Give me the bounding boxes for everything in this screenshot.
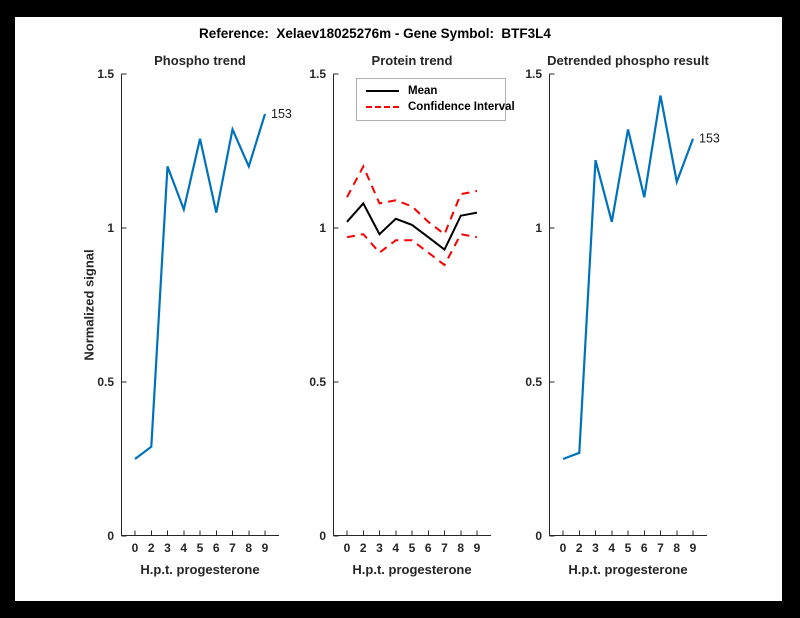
svg-text:6: 6 bbox=[425, 541, 432, 555]
svg-text:8: 8 bbox=[245, 541, 252, 555]
svg-text:4: 4 bbox=[608, 541, 615, 555]
svg-text:0: 0 bbox=[344, 541, 351, 555]
detrended-phospho-xlabel: H.p.t. progesterone bbox=[568, 562, 688, 577]
protein-trend-xlabel: H.p.t. progesterone bbox=[352, 562, 472, 577]
detrended-phospho-title: Detrended phospho result bbox=[547, 53, 709, 68]
svg-text:9: 9 bbox=[690, 541, 697, 555]
svg-text:3: 3 bbox=[376, 541, 383, 555]
svg-text:3: 3 bbox=[164, 541, 171, 555]
svg-text:153: 153 bbox=[271, 107, 292, 121]
svg-text:5: 5 bbox=[197, 541, 204, 555]
mean-line-sample bbox=[366, 90, 399, 92]
svg-text:0.5: 0.5 bbox=[97, 375, 114, 389]
svg-text:153: 153 bbox=[699, 132, 720, 146]
figure-title: Reference: Xelaev18025276m - Gene Symbol… bbox=[199, 26, 551, 41]
phospho-trend-title: Phospho trend bbox=[154, 53, 246, 68]
legend-label-mean: Mean bbox=[408, 85, 438, 97]
legend-item-mean: Mean bbox=[366, 83, 497, 99]
svg-text:0: 0 bbox=[535, 529, 542, 543]
svg-text:0: 0 bbox=[319, 529, 326, 543]
figure-canvas: Reference: Xelaev18025276m - Gene Symbol… bbox=[15, 17, 782, 601]
svg-text:8: 8 bbox=[673, 541, 680, 555]
svg-text:1: 1 bbox=[535, 221, 542, 235]
svg-text:2: 2 bbox=[148, 541, 155, 555]
svg-text:7: 7 bbox=[229, 541, 236, 555]
svg-text:0: 0 bbox=[132, 541, 139, 555]
svg-text:6: 6 bbox=[641, 541, 648, 555]
svg-text:3: 3 bbox=[592, 541, 599, 555]
svg-text:1.5: 1.5 bbox=[525, 67, 542, 81]
svg-text:0: 0 bbox=[107, 529, 114, 543]
svg-text:1.5: 1.5 bbox=[97, 67, 114, 81]
svg-text:7: 7 bbox=[657, 541, 664, 555]
legend-item-confidence-interval: Confidence Interval bbox=[366, 99, 515, 115]
confidence-interval-line-sample bbox=[366, 106, 399, 108]
svg-text:4: 4 bbox=[180, 541, 187, 555]
svg-text:9: 9 bbox=[262, 541, 269, 555]
svg-text:0.5: 0.5 bbox=[525, 375, 542, 389]
legend-label-confidence-interval: Confidence Interval bbox=[408, 101, 515, 113]
svg-text:1.5: 1.5 bbox=[309, 67, 326, 81]
protein-trend-title: Protein trend bbox=[371, 53, 453, 68]
svg-text:2: 2 bbox=[576, 541, 583, 555]
legend: Mean Confidence Interval bbox=[356, 78, 515, 121]
y-axis-label: Normalized signal bbox=[81, 249, 97, 361]
svg-text:1: 1 bbox=[319, 221, 326, 235]
svg-text:0: 0 bbox=[560, 541, 567, 555]
svg-text:5: 5 bbox=[625, 541, 632, 555]
svg-text:0.5: 0.5 bbox=[309, 375, 326, 389]
svg-text:9: 9 bbox=[474, 541, 481, 555]
svg-text:8: 8 bbox=[457, 541, 464, 555]
svg-text:7: 7 bbox=[441, 541, 448, 555]
svg-text:4: 4 bbox=[392, 541, 399, 555]
svg-text:2: 2 bbox=[360, 541, 367, 555]
svg-text:1: 1 bbox=[107, 221, 114, 235]
protein-trend-chart: 00.511.50 2 3 4 5 6 7 8 9 bbox=[309, 67, 491, 555]
svg-text:5: 5 bbox=[409, 541, 416, 555]
svg-text:6: 6 bbox=[213, 541, 220, 555]
phospho-trend-xlabel: H.p.t. progesterone bbox=[140, 562, 260, 577]
